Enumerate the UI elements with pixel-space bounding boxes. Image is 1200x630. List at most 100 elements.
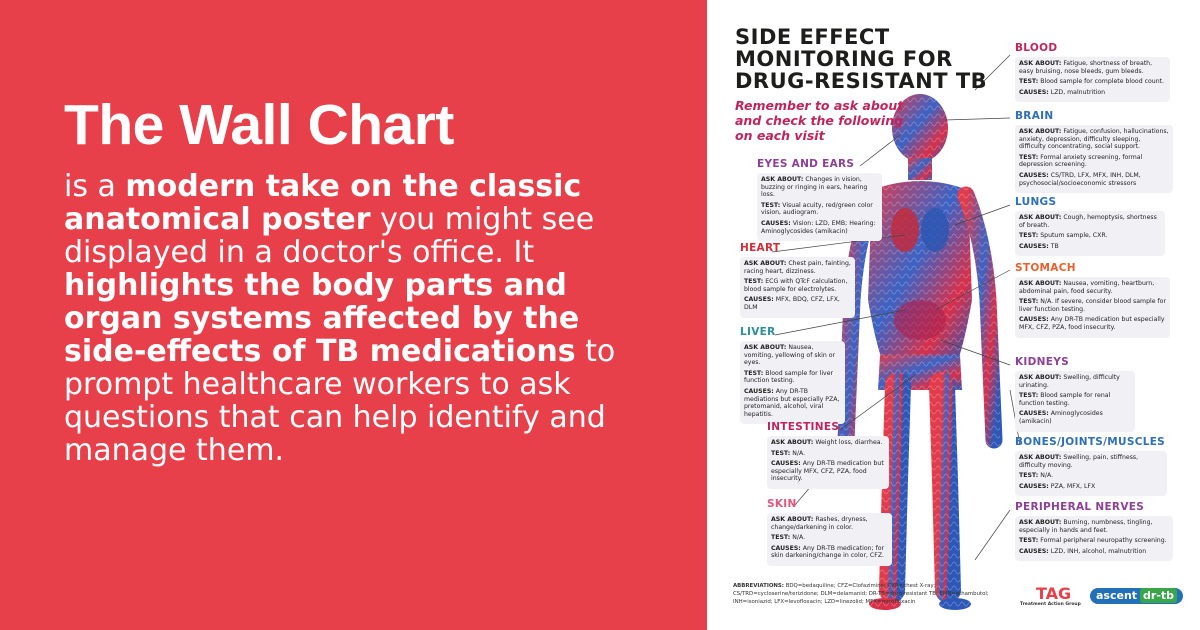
item-label: CAUSES: bbox=[771, 544, 801, 552]
section-name: BLOOD bbox=[1015, 42, 1058, 54]
section-item: ASK ABOUT: Nausea, vomiting, heartburn, … bbox=[1019, 280, 1166, 295]
section-item: TEST: N/A. If severe, consider blood sam… bbox=[1019, 298, 1166, 313]
section-box: ASK ABOUT: Weight loss, diarrhea. TEST: N… bbox=[767, 436, 889, 489]
item-label: TEST: bbox=[1019, 232, 1039, 240]
item-label: CAUSES: bbox=[1019, 242, 1049, 250]
section-item: ASK ABOUT: Fatigue, confusion, hallucina… bbox=[1019, 128, 1169, 151]
drtb-word: dr-tb bbox=[1140, 588, 1178, 603]
item-text: ECG with QTcF calculation, blood sample … bbox=[744, 278, 848, 293]
section: LUNGS ASK ABOUT: Cough, hemoptysis, short… bbox=[1015, 196, 1165, 257]
section-box: ASK ABOUT: Fatigue, confusion, hallucina… bbox=[1015, 125, 1173, 194]
section-item: ASK ABOUT: Swelling, difficulty urinatin… bbox=[1019, 374, 1131, 389]
section-item: CAUSES: LZD, INH, alcohol, malnutrition bbox=[1019, 548, 1169, 556]
section-item: CAUSES: LZD, malnutrition bbox=[1019, 89, 1166, 97]
item-label: TEST: bbox=[1019, 153, 1039, 161]
section-item: TEST: Blood sample for renal function te… bbox=[1019, 392, 1131, 407]
item-label: CAUSES: bbox=[1019, 88, 1049, 96]
item-label: CAUSES: bbox=[1019, 547, 1049, 555]
section-box: ASK ABOUT: Nausea, vomiting, heartburn, … bbox=[1015, 277, 1170, 338]
poster-subtitle: Remember to ask about and check the foll… bbox=[735, 98, 904, 143]
item-text: Any DR-TB medication but especially MFX,… bbox=[1019, 316, 1165, 331]
item-label: TEST: bbox=[1019, 78, 1039, 86]
item-label: CAUSES: bbox=[1019, 482, 1049, 490]
item-text: Changes in vision, buzzing or ringing in… bbox=[761, 176, 868, 199]
item-label: CAUSES: bbox=[1019, 316, 1049, 324]
abbreviations-text: BDQ=bedaquiline; CFZ=Clofazimine; CXR=ch… bbox=[733, 583, 989, 605]
section-item: TEST: N/A. bbox=[1019, 472, 1163, 480]
item-text: Burning, numbness, tingling, especially … bbox=[1019, 519, 1153, 534]
poster-title-line: DRUG-RESISTANT TB bbox=[735, 69, 988, 93]
item-label: ASK ABOUT: bbox=[744, 344, 787, 351]
ascent-logo: ascent dr-tb bbox=[1090, 588, 1184, 604]
item-text: N/A. If severe, consider blood sample fo… bbox=[1019, 298, 1167, 313]
section: BLOOD ASK ABOUT: Fatigue, shortness of br… bbox=[1015, 42, 1170, 103]
section-item: ASK ABOUT: Nausea, vomiting, yellowing o… bbox=[744, 344, 841, 367]
item-text: Nausea, vomiting, yellowing of skin or e… bbox=[744, 344, 836, 367]
item-text: N/A. bbox=[792, 534, 806, 542]
item-label: ASK ABOUT: bbox=[1019, 519, 1062, 526]
tag-logo: TAG bbox=[1036, 584, 1072, 603]
section-name: SKIN bbox=[767, 498, 797, 510]
item-label: ASK ABOUT: bbox=[771, 439, 814, 446]
body-text: is a bbox=[64, 169, 126, 204]
item-text: CS/TRD, LFX, MFX, INH, DLM, psychosocial… bbox=[1019, 171, 1141, 187]
item-label: ASK ABOUT: bbox=[1019, 374, 1062, 381]
item-label: CAUSES: bbox=[744, 296, 774, 304]
item-label: ASK ABOUT: bbox=[1019, 214, 1062, 221]
section-item: TEST: Formal peripheral neuropathy scree… bbox=[1019, 537, 1169, 545]
item-text: MFX, BDQ, CFZ, LFX, DLM bbox=[744, 296, 840, 311]
item-text: Swelling, difficulty urinating. bbox=[1019, 374, 1120, 389]
item-label: TEST: bbox=[1019, 472, 1039, 480]
section-name: HEART bbox=[740, 242, 781, 254]
item-text: LZD, INH, alcohol, malnutrition bbox=[1050, 547, 1147, 555]
section-name: EYES AND EARS bbox=[757, 158, 855, 170]
section-name: LIVER bbox=[740, 326, 776, 338]
item-text: Blood sample for liver function testing. bbox=[744, 369, 834, 385]
section: SKIN ASK ABOUT: Rashes, dryness, change/d… bbox=[767, 498, 892, 566]
tag-logo-name: Treatment Action Group bbox=[1020, 602, 1081, 607]
section-item: CAUSES: Any DR-TB medication; for skin d… bbox=[771, 545, 888, 560]
section-item: ASK ABOUT: Fatigue, shortness of breath,… bbox=[1019, 60, 1166, 75]
section-item: CAUSES: Any DR-TB medication but especia… bbox=[1019, 316, 1166, 331]
section-item: TEST: Visual acuity, red/green color vis… bbox=[761, 202, 878, 217]
section: BRAIN ASK ABOUT: Fatigue, confusion, hall… bbox=[1015, 110, 1173, 194]
highlight-text: modern take on the classic anatomical po… bbox=[64, 169, 582, 237]
item-label: TEST: bbox=[1019, 392, 1039, 400]
item-label: CAUSES: bbox=[1019, 410, 1049, 418]
item-label: TEST: bbox=[761, 201, 781, 209]
section-item: CAUSES: CS/TRD, LFX, MFX, INH, DLM, psyc… bbox=[1019, 172, 1169, 187]
item-label: TEST: bbox=[771, 534, 791, 542]
item-label: CAUSES: bbox=[1019, 171, 1049, 179]
poster-title-line: SIDE EFFECT bbox=[735, 25, 890, 49]
section-box: ASK ABOUT: Nausea, vomiting, yellowing o… bbox=[740, 341, 845, 425]
section-item: ASK ABOUT: Rashes, dryness, change/darke… bbox=[771, 516, 888, 531]
item-text: Any DR-TB mediations but especially PZA,… bbox=[744, 387, 840, 418]
section-name: STOMACH bbox=[1015, 262, 1076, 274]
item-text: Cough, hemoptysis, shortness of breath. bbox=[1019, 214, 1157, 229]
section: KIDNEYS ASK ABOUT: Swelling, difficulty u… bbox=[1015, 356, 1135, 432]
item-text: Formal peripheral neuropathy screening. bbox=[1040, 537, 1167, 545]
section-name: INTESTINES bbox=[767, 421, 840, 433]
section-item: CAUSES: TB bbox=[1019, 243, 1161, 251]
body-text: to prompt healthcare workers to ask ques… bbox=[64, 334, 616, 468]
section-item: ASK ABOUT: Weight loss, diarrhea. bbox=[771, 439, 885, 447]
item-label: TEST: bbox=[1019, 537, 1039, 545]
item-label: TEST: bbox=[744, 278, 764, 286]
section-item: CAUSES: MFX, BDQ, CFZ, LFX, DLM bbox=[744, 296, 851, 311]
item-text: Formal anxiety screening, formal depress… bbox=[1019, 153, 1143, 169]
item-label: ASK ABOUT: bbox=[771, 516, 814, 523]
item-label: ASK ABOUT: bbox=[744, 260, 787, 267]
item-text: Fatigue, shortness of breath, easy bruis… bbox=[1019, 60, 1153, 75]
item-label: TEST: bbox=[1019, 298, 1039, 306]
section-item: CAUSES: PZA, MFX, LFX bbox=[1019, 483, 1163, 491]
abbreviations: ABBREVIATIONS: BDQ=bedaquiline; CFZ=Clof… bbox=[733, 582, 993, 606]
item-text: N/A. bbox=[1040, 472, 1054, 480]
item-text: Vision: LZD, EMB; Hearing: Aminoglycosid… bbox=[761, 219, 876, 235]
item-label: TEST: bbox=[744, 369, 764, 377]
item-label: ASK ABOUT: bbox=[1019, 60, 1062, 67]
section: STOMACH ASK ABOUT: Nausea, vomiting, hear… bbox=[1015, 262, 1170, 338]
item-text: Any DR-TB medication; for skin darkening… bbox=[771, 544, 885, 560]
section: LIVER ASK ABOUT: Nausea, vomiting, yellow… bbox=[740, 326, 845, 425]
section-item: ASK ABOUT: Swelling, pain, stiffness, di… bbox=[1019, 454, 1163, 469]
item-label: ASK ABOUT: bbox=[1019, 128, 1062, 135]
